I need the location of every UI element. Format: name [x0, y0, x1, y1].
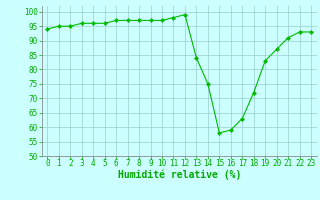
X-axis label: Humidité relative (%): Humidité relative (%) [117, 170, 241, 180]
